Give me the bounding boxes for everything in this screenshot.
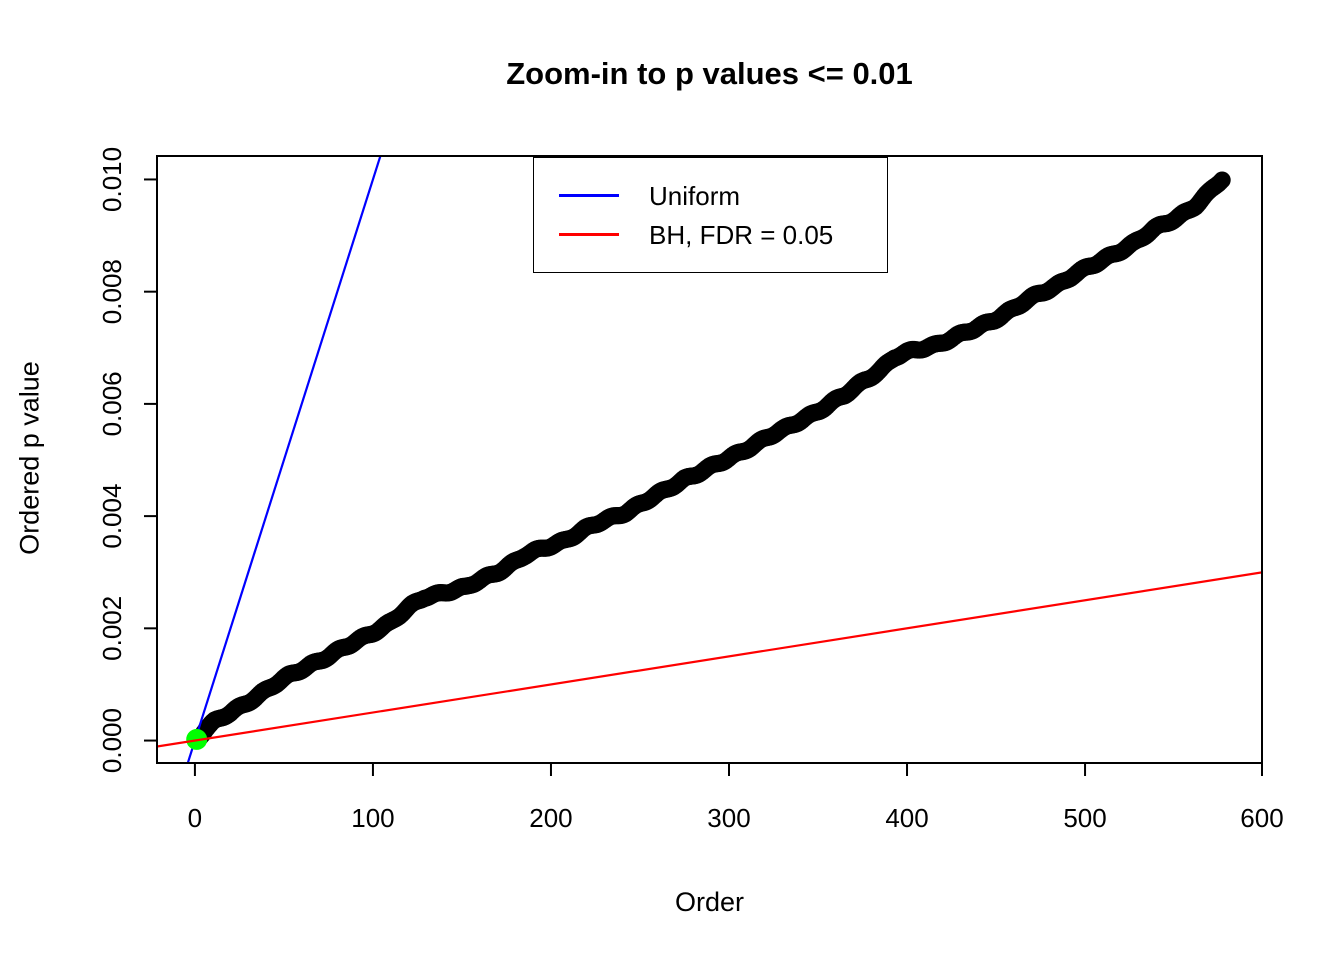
- x-tick-label: 0: [188, 803, 202, 833]
- y-tick-label: 0.004: [97, 484, 127, 549]
- legend-label-bh: BH, FDR = 0.05: [649, 219, 834, 250]
- x-tick-label: 100: [351, 803, 394, 833]
- x-tick-label: 400: [885, 803, 928, 833]
- svg-text:0.000: 0.000: [97, 708, 127, 773]
- x-tick-label: 600: [1240, 803, 1283, 833]
- legend-label-uniform: Uniform: [649, 180, 741, 211]
- svg-text:0.006: 0.006: [97, 371, 127, 436]
- x-tick-label: 300: [707, 803, 750, 833]
- legend-entry-bh: BH, FDR = 0.05: [559, 220, 887, 250]
- svg-text:0.002: 0.002: [97, 596, 127, 661]
- legend: Uniform BH, FDR = 0.05: [533, 157, 888, 273]
- uniform-line-swatch: [559, 194, 619, 197]
- y-tick-label: 0.002: [97, 596, 127, 661]
- x-tick-label: 200: [529, 803, 572, 833]
- series-ordered-p-values: [188, 171, 1231, 750]
- y-tick-label: 0.008: [97, 259, 127, 324]
- legend-entry-uniform: Uniform: [559, 181, 887, 211]
- plot-frame: [156, 155, 1263, 764]
- x-axis-title: Order: [674, 887, 745, 917]
- svg-text:0.004: 0.004: [97, 484, 127, 549]
- axis-ticks: 0 100 200 300 400 500 600 0.000 0.002 0.004 0.006 0…: [97, 147, 1284, 833]
- x-tick-label: 500: [1063, 803, 1106, 833]
- y-tick-label: 0.010: [97, 147, 127, 212]
- series-uniform: [186, 156, 382, 763]
- svg-text:0.008: 0.008: [97, 259, 127, 324]
- series-bh-fdr-0-05: [157, 571, 1262, 748]
- y-tick-label: 0.006: [97, 371, 127, 436]
- bh-line-swatch: [559, 233, 619, 236]
- chart-title: Zoom-in to p values <= 0.01: [506, 56, 913, 91]
- svg-text:0.010: 0.010: [97, 147, 127, 212]
- y-tick-label: 0.000: [97, 708, 127, 773]
- y-axis-title: Ordered p value: [14, 361, 45, 555]
